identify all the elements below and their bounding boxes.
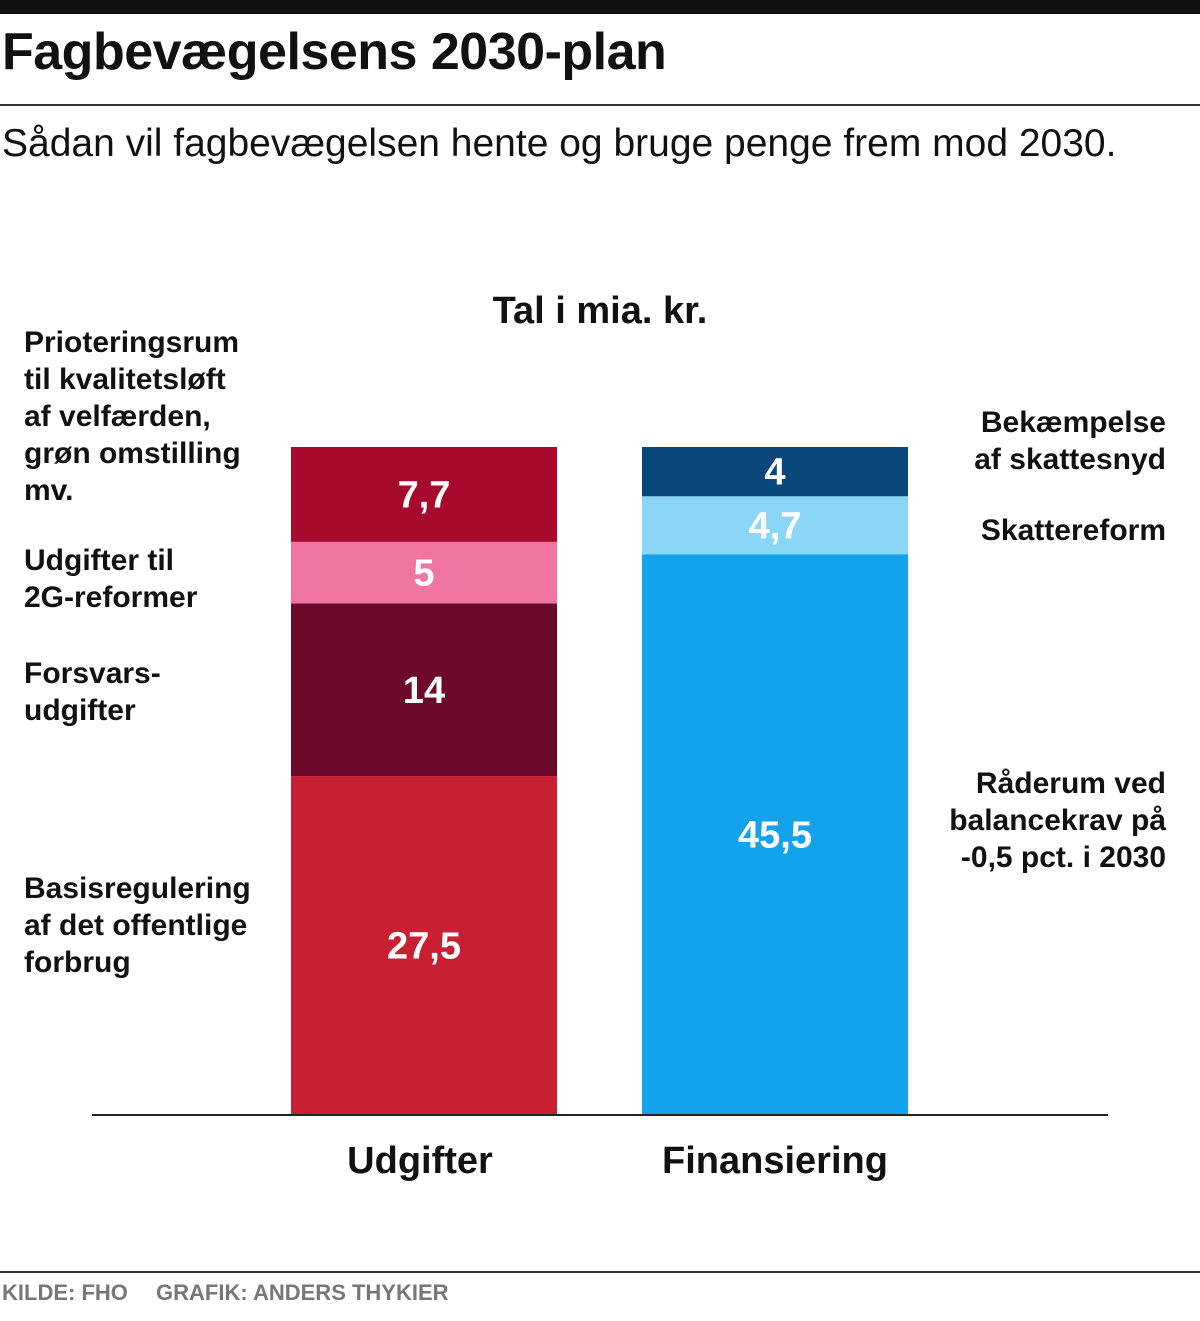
- x-category-udgifter: Udgifter: [347, 1140, 493, 1182]
- bar-segment-udgifter-1: [291, 603, 557, 777]
- chart-subtitle: Sådan vil fagbevægelsen hente og bruge p…: [2, 122, 1117, 165]
- label-skattesnyd: Bekæmpelse af skattesnyd: [974, 406, 1166, 476]
- data-label-udgifter-0: 27,5: [387, 926, 461, 968]
- data-label-udgifter-3: 7,7: [398, 474, 451, 516]
- bar-segment-finansiering-0: [642, 554, 908, 1115]
- bar-segment-udgifter-3: [291, 447, 557, 542]
- label-2g-reformer: Udgifter til 2G-reformer: [24, 544, 198, 614]
- data-label-finansiering-0: 45,5: [738, 815, 812, 857]
- chart-title: Fagbevægelsens 2030-plan: [2, 23, 667, 81]
- footer-source: KILDE: FHO: [2, 1280, 128, 1305]
- unit-label: Tal i mia. kr.: [492, 290, 708, 332]
- x-category-finansiering: Finansiering: [662, 1140, 888, 1182]
- label-raderum: Råderum ved balancekrav på -0,5 pct. i 2…: [949, 767, 1166, 874]
- label-prioteringsrum: Prioteringsrum til kvalitetsløft af velf…: [24, 326, 241, 507]
- label-forsvarsudgifter: Forsvars- udgifter: [24, 657, 161, 727]
- label-skattereform: Skattereform: [980, 514, 1166, 547]
- bar-segment-udgifter-2: [291, 541, 557, 604]
- footer-credit: GRAFIK: ANDERS THYKIER: [156, 1280, 449, 1305]
- bar-segment-finansiering-1: [642, 496, 908, 555]
- data-label-udgifter-1: 14: [403, 670, 445, 712]
- data-label-finansiering-1: 4,7: [749, 505, 802, 547]
- data-label-finansiering-2: 4: [764, 452, 785, 494]
- title-divider: [0, 104, 1200, 106]
- footer-divider: [0, 1271, 1200, 1273]
- bar-segment-finansiering-2: [642, 447, 908, 497]
- label-basisregulering: Basisregulering af det offentlige forbru…: [24, 872, 251, 979]
- top-bar: [0, 0, 1200, 14]
- bar-segment-udgifter-0: [291, 776, 557, 1115]
- data-label-udgifter-2: 5: [413, 553, 434, 595]
- footer: KILDE: FHO GRAFIK: ANDERS THYKIER: [2, 1280, 471, 1306]
